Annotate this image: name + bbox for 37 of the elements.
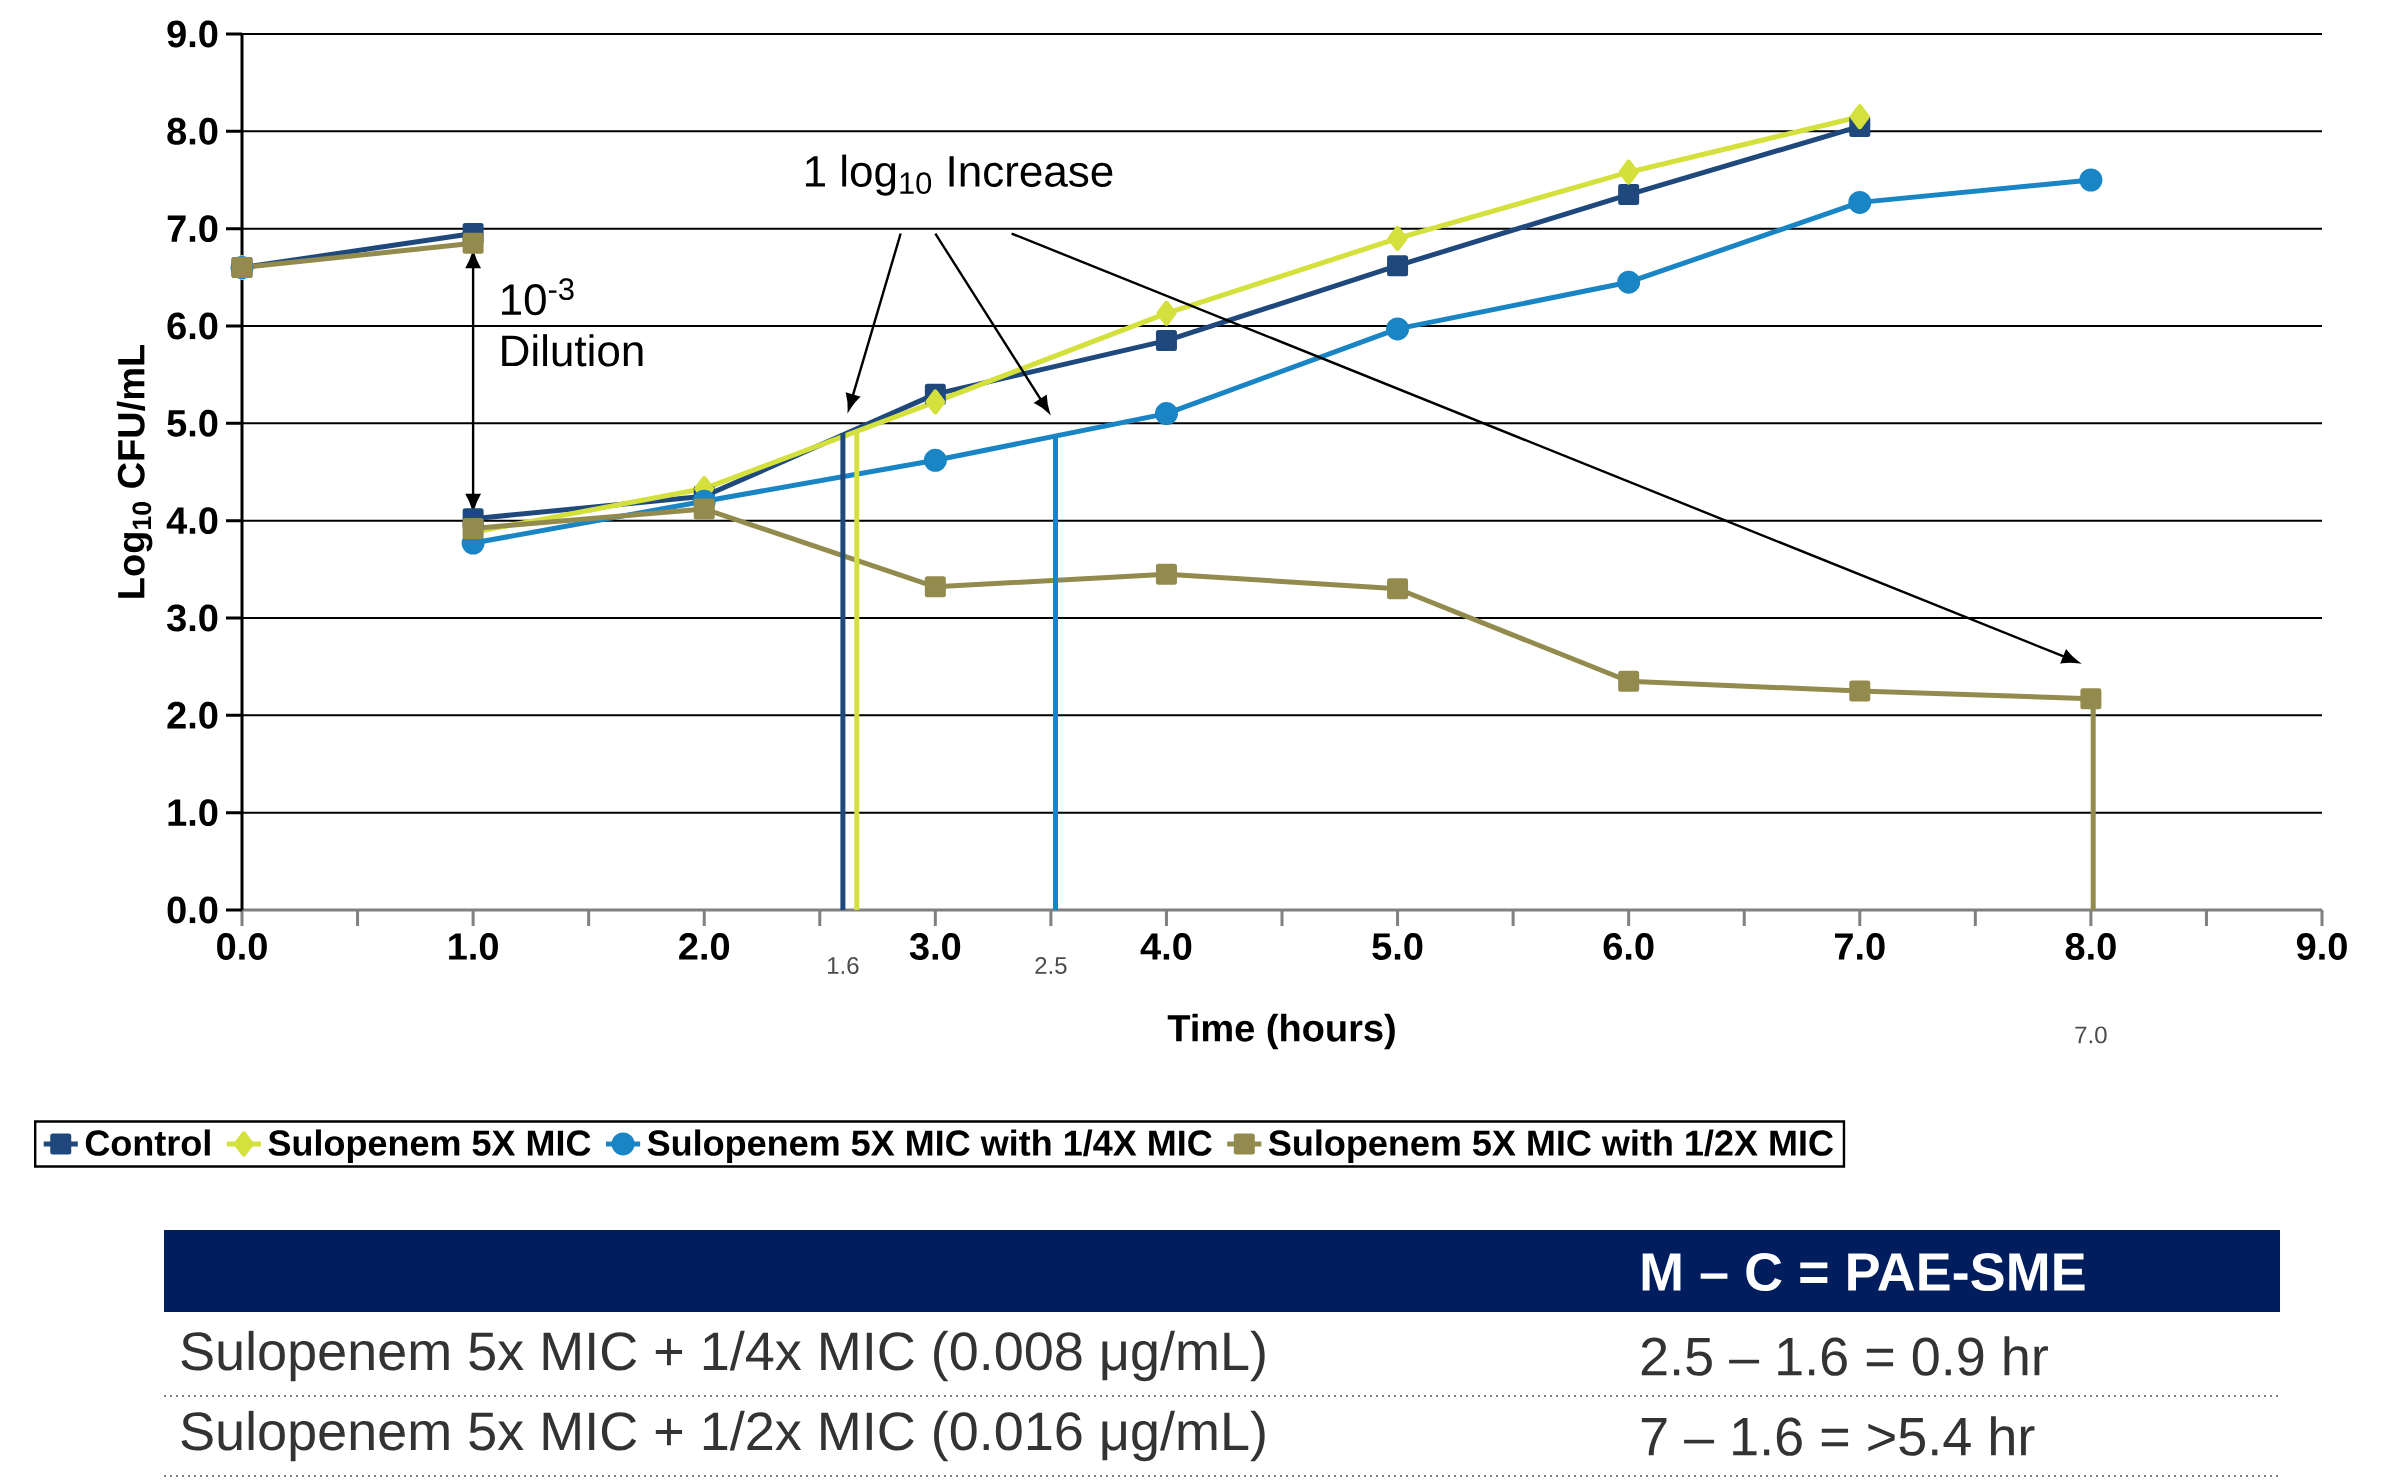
- text: 2.5 – 1.6 = 0.9 hr: [1641, 1336, 2048, 1376]
- y-tick-label: 3.0: [166, 604, 218, 632]
- x-tick-label: 9.0: [2296, 933, 2347, 960]
- y-tick-label: 7.0: [167, 215, 218, 243]
- legend-label: Sulopenem 5X MIC with 1/4X MIC: [647, 1129, 1212, 1163]
- x-axis-title: Time (hours): [1167, 1013, 1395, 1050]
- x-tick-label: 5.0: [1372, 933, 1423, 960]
- x-tick-label: 7.0: [1835, 933, 1885, 960]
- y-tick-label: 6.0: [167, 312, 218, 340]
- annotation: 1 log$_{10}$ Increase: [805, 154, 1113, 196]
- legend-label: Sulopenem 5X MIC: [268, 1129, 591, 1163]
- legend-label: Control: [85, 1129, 210, 1156]
- text: Sulopenem 5x MIC + 1/4x MIC (0.008 μg/mL): [181, 1330, 1265, 1382]
- y-tick-label: 9.0: [167, 20, 218, 48]
- x-tick-label: 4.0: [1140, 933, 1192, 960]
- x-tick-label: 3.0: [909, 933, 961, 961]
- annotation: Dilution: [502, 334, 643, 367]
- text: 7.0: [2075, 1026, 2107, 1044]
- x-tick-label: 2.0: [679, 933, 730, 960]
- annotation: 2.5: [1035, 957, 1067, 975]
- text: M – C = PAE-SME: [1642, 1252, 2085, 1292]
- annotation: 1.6: [828, 957, 859, 975]
- legend-label: Sulopenem 5X MIC with 1/2X MIC: [1268, 1129, 1833, 1163]
- y-tick-label: 1.0: [168, 799, 218, 827]
- x-tick-label: 1.0: [449, 933, 498, 960]
- text: 7 – 1.6 = >5.4 hr: [1641, 1416, 2035, 1456]
- x-tick-label: 6.0: [1603, 933, 1654, 960]
- y-axis-title: Log$_{10}$ CFU/mL: [116, 344, 153, 598]
- y-tick-label: 0.0: [167, 896, 218, 924]
- x-tick-label: 8.0: [2065, 933, 2116, 960]
- x-tick-label: 0.0: [217, 933, 267, 960]
- text: Sulopenem 5x MIC + 1/2x MIC (0.016 μg/mL): [181, 1410, 1265, 1462]
- y-tick-label: 8.0: [167, 117, 218, 145]
- y-tick-label: 5.0: [167, 409, 218, 437]
- y-tick-label: 2.0: [167, 701, 218, 729]
- y-tick-label: 4.0: [166, 507, 218, 535]
- annotation: 10$^{-3}$: [501, 278, 574, 316]
